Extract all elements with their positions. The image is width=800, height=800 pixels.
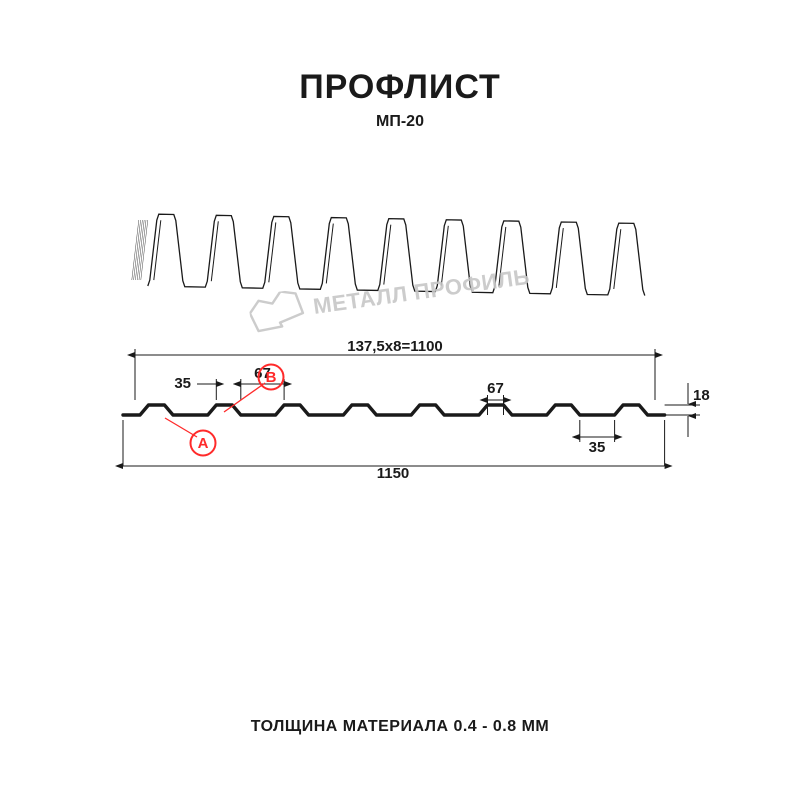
svg-text:18: 18 [693, 387, 710, 404]
svg-text:1150: 1150 [377, 465, 410, 482]
svg-text:67: 67 [487, 380, 504, 397]
svg-text:A: A [198, 435, 209, 452]
svg-text:137,5x8=1100: 137,5x8=1100 [347, 338, 443, 355]
svg-text:B: B [266, 369, 277, 386]
svg-text:35: 35 [589, 439, 606, 456]
svg-text:35: 35 [174, 375, 191, 392]
